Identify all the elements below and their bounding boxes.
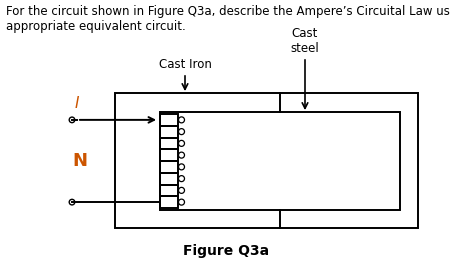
Text: Cast
steel: Cast steel	[290, 27, 319, 55]
Text: I: I	[75, 96, 79, 111]
Text: For the circuit shown in Figure Q3a, describe the Ampere’s Circuital Law using a: For the circuit shown in Figure Q3a, des…	[6, 5, 451, 33]
Text: Cast Iron: Cast Iron	[158, 58, 211, 71]
Text: N: N	[72, 152, 87, 170]
Text: Figure Q3a: Figure Q3a	[183, 244, 268, 258]
